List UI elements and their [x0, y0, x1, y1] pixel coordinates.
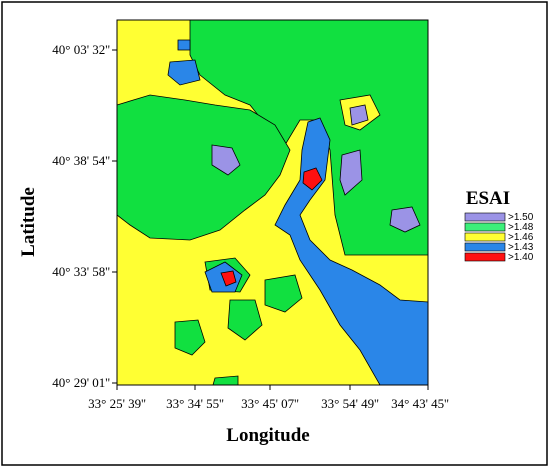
- legend-label: >1.48: [508, 222, 534, 233]
- green-zone: [227, 299, 263, 341]
- legend-title: ESAI: [466, 188, 510, 209]
- green-zone: [116, 94, 291, 241]
- red-zone: [220, 270, 237, 287]
- x-tick-label: 33° 54' 49'': [321, 396, 379, 411]
- legend-label: >1.40: [508, 252, 534, 263]
- green-zone: [264, 274, 303, 313]
- map: [116, 19, 429, 386]
- x-tick-label: 33° 25' 39'': [88, 396, 146, 411]
- legend-label: >1.50: [508, 212, 534, 223]
- legend-swatch: [464, 222, 506, 232]
- dynamic: 33° 25' 39'' 33° 34' 55'' 33° 45' 07'' 33° …: [52, 42, 533, 411]
- map-border: [116, 19, 429, 386]
- purple-zone: [339, 149, 363, 196]
- blue-zone: [177, 39, 191, 51]
- x-tick-label: 34° 43' 45'': [391, 396, 449, 411]
- x-tick-label: 33° 34' 55'': [166, 396, 224, 411]
- y-axis-label: Latitude: [18, 187, 39, 257]
- legend-label: >1.46: [508, 232, 534, 243]
- blue-zone: [167, 59, 201, 86]
- x-tick-label: 33° 45' 07'': [241, 396, 299, 411]
- legend-swatch: [464, 232, 506, 242]
- y-tick-label: 40° 03' 32'': [52, 42, 110, 57]
- y-tick-label: 40° 29' 01'': [52, 375, 110, 390]
- legend-swatch: [464, 242, 506, 252]
- y-tick-label: 40° 38' 54'': [52, 153, 110, 168]
- red-zone: [302, 167, 323, 191]
- x-axis-label: Longitude: [226, 425, 309, 446]
- legend-label: >1.43: [508, 242, 534, 253]
- green-zone: [174, 319, 206, 356]
- purple-zone: [349, 104, 369, 126]
- legend-swatch: [464, 212, 506, 222]
- y-tick-label: 40° 33' 58'': [52, 264, 110, 279]
- legend-swatch: [464, 252, 506, 262]
- purple-zone: [211, 144, 241, 176]
- purple-zone: [389, 206, 421, 233]
- green-zone: [189, 19, 429, 256]
